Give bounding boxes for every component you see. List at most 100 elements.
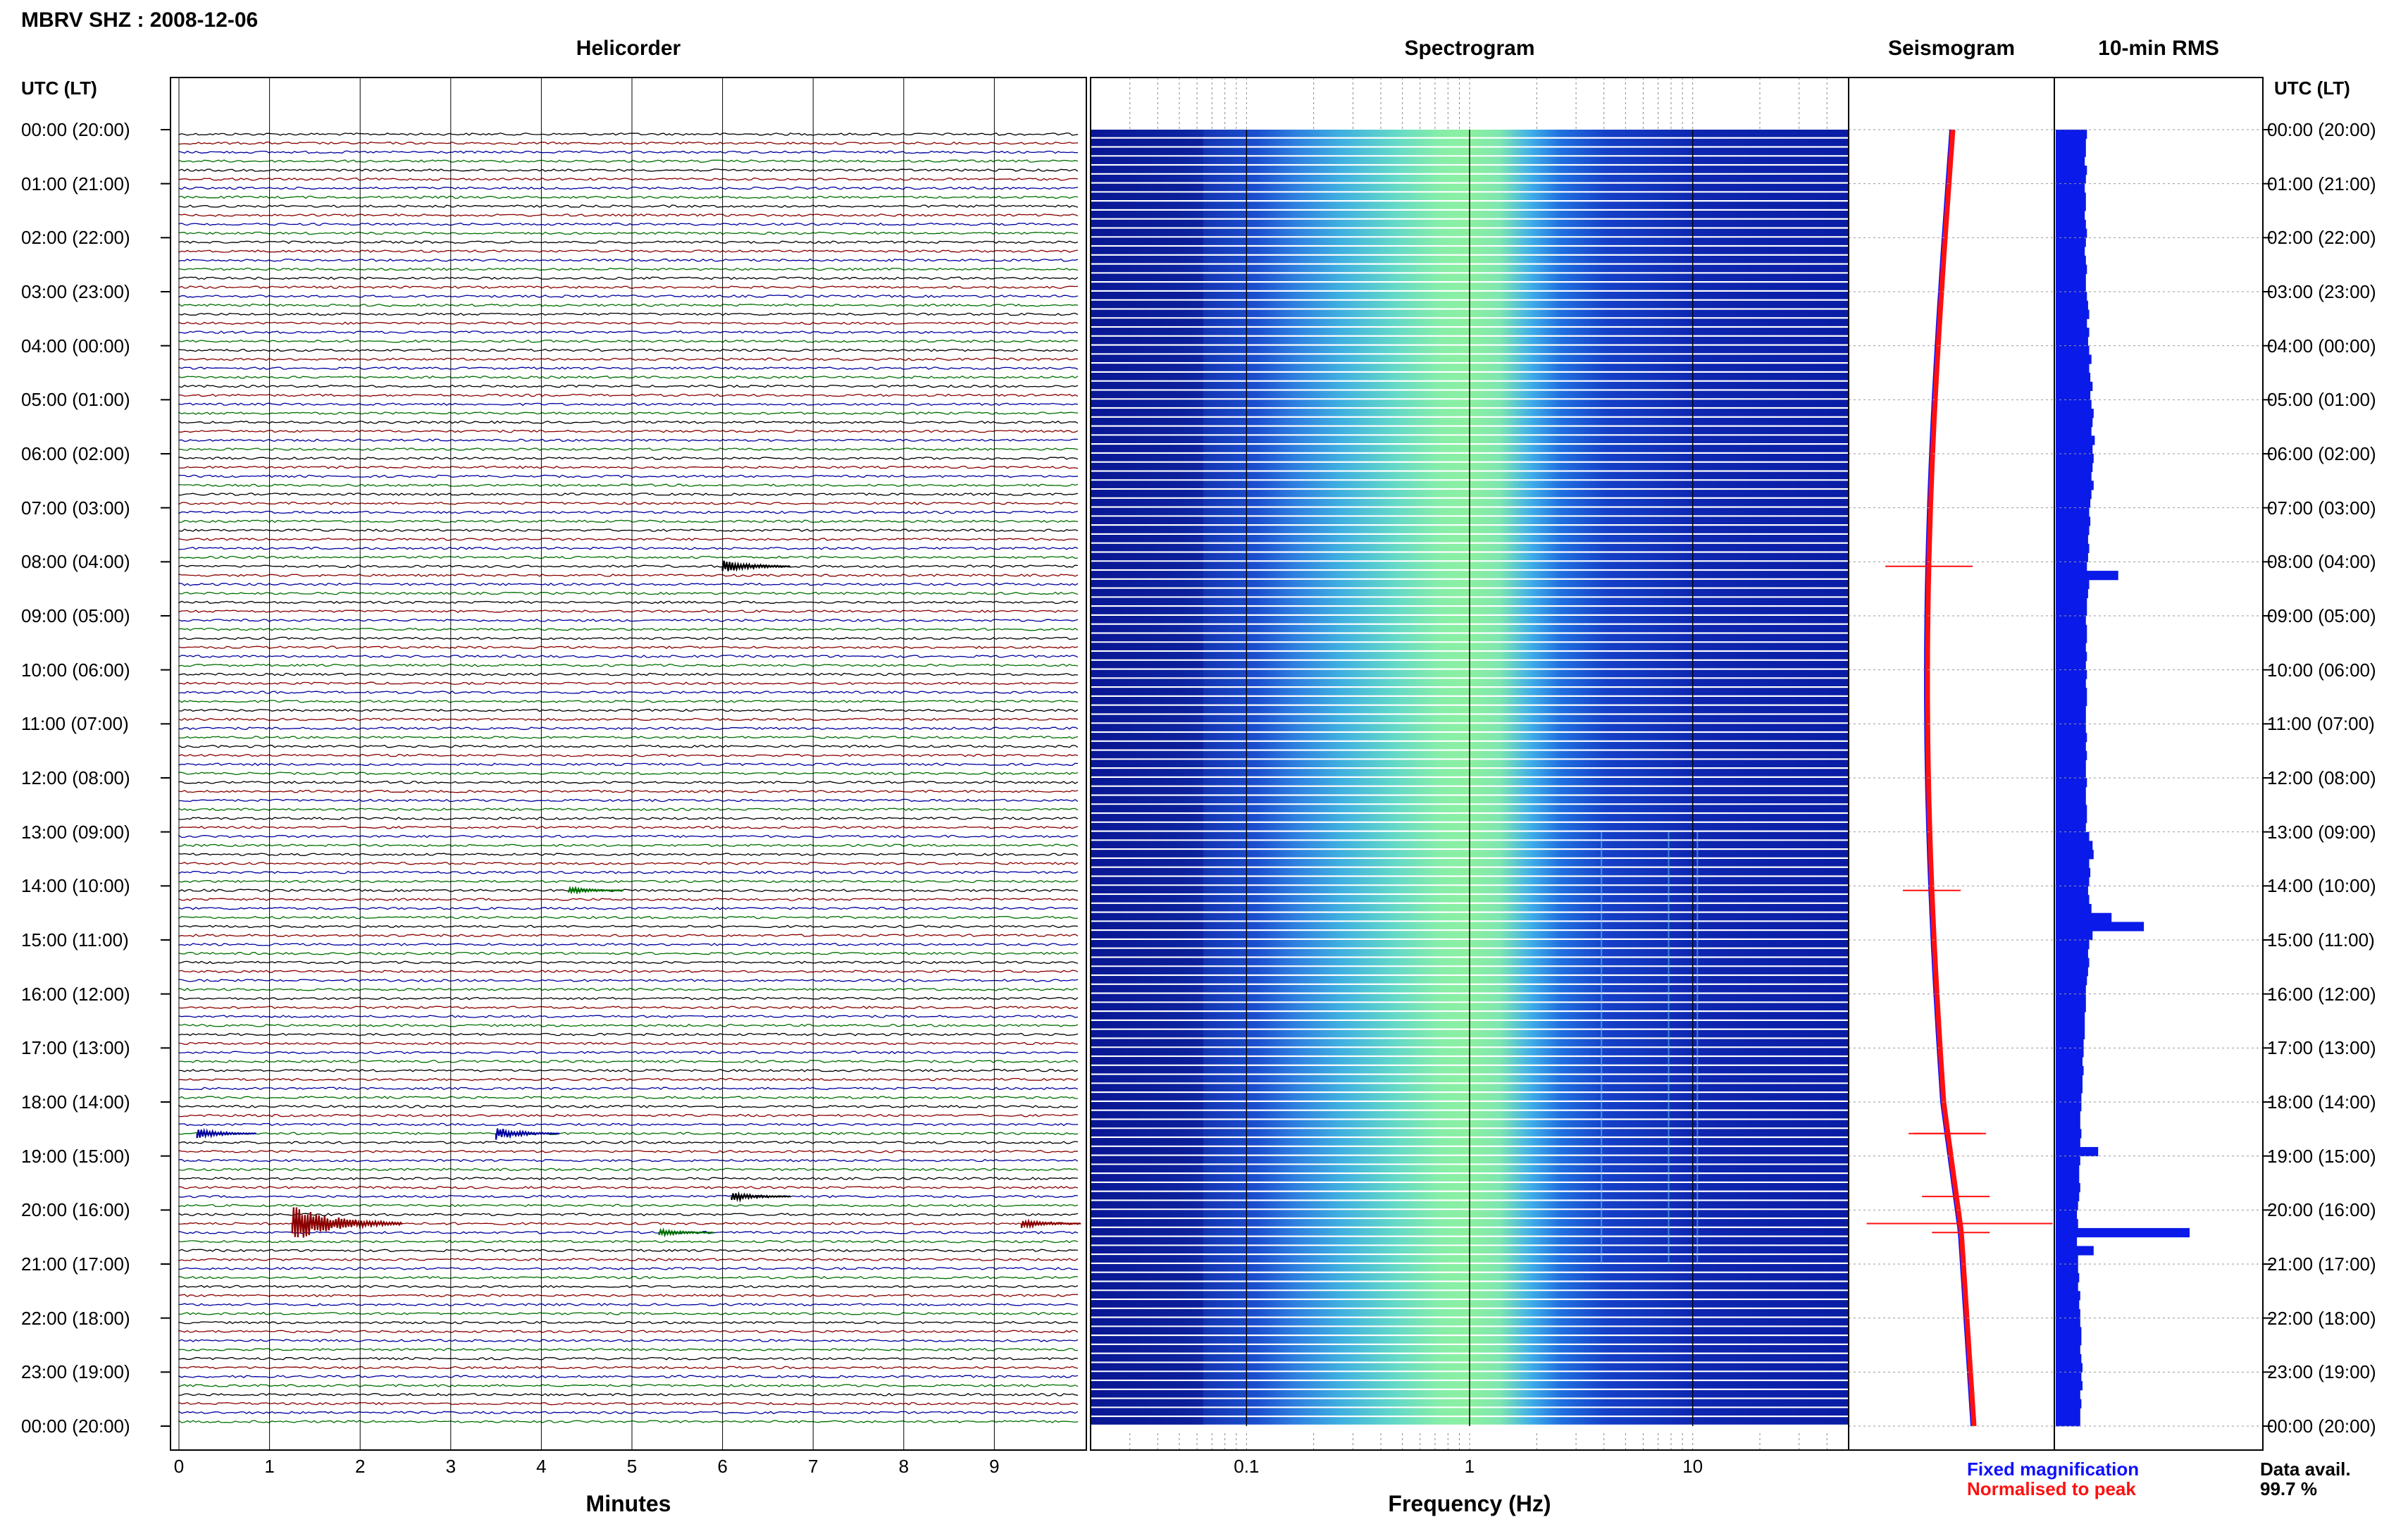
time-label-left: 17:00 (13:00) bbox=[21, 1037, 130, 1059]
rms-bar bbox=[2056, 130, 2087, 140]
helicorder-trace bbox=[178, 1158, 1079, 1163]
helicorder-trace bbox=[178, 348, 1079, 352]
rms-bar bbox=[2056, 1282, 2078, 1292]
spectrogram-low-band bbox=[1091, 1165, 1203, 1172]
helicorder-trace bbox=[178, 258, 1079, 262]
helicorder-trace bbox=[178, 312, 1079, 316]
helicorder-trace bbox=[178, 1113, 1079, 1117]
rms-bar bbox=[2056, 292, 2087, 302]
spectrogram-low-band bbox=[1091, 490, 1203, 497]
rms-bar bbox=[2056, 562, 2087, 571]
spectrogram-low-band bbox=[1091, 300, 1203, 309]
spectrogram-low-band bbox=[1091, 1381, 1203, 1389]
rms-bar bbox=[2056, 652, 2087, 662]
time-label-right: 20:00 (16:00) bbox=[2267, 1199, 2376, 1221]
helicorder-trace bbox=[178, 1356, 1079, 1361]
rms-bar bbox=[2056, 724, 2086, 733]
rms-bar bbox=[2056, 417, 2093, 428]
helicorder-trace bbox=[178, 987, 1079, 991]
spectrogram-low-band bbox=[1091, 435, 1203, 443]
helicorder-trace bbox=[178, 691, 1079, 694]
helicorder-trace bbox=[178, 1068, 1079, 1072]
panel-frame bbox=[2054, 77, 2264, 1451]
rms-bar bbox=[2056, 354, 2092, 364]
rms-bar bbox=[2056, 373, 2091, 383]
rms-bar bbox=[2056, 318, 2087, 328]
rms-bar bbox=[2056, 1057, 2083, 1067]
helicorder-trace bbox=[178, 807, 1079, 812]
rms-bar bbox=[2056, 255, 2086, 266]
helicorder-event bbox=[731, 1191, 791, 1203]
helicorder-trace bbox=[178, 240, 1079, 244]
spectrogram-low-band bbox=[1091, 867, 1203, 876]
rms-bar bbox=[2056, 507, 2090, 517]
spectrogram-low-band bbox=[1091, 417, 1203, 426]
helicorder-trace bbox=[178, 1024, 1079, 1027]
spectrogram-low-band bbox=[1091, 1417, 1203, 1425]
spectrogram-low-band bbox=[1091, 1057, 1203, 1065]
time-label-right: 01:00 (21:00) bbox=[2267, 173, 2376, 194]
spectrogram-low-band bbox=[1091, 958, 1203, 966]
helicorder-trace bbox=[178, 357, 1079, 361]
rms-bar bbox=[2056, 769, 2086, 779]
helicorder-trace bbox=[178, 591, 1079, 595]
time-label-left: 16:00 (12:00) bbox=[21, 983, 130, 1005]
helicorder-trace bbox=[178, 474, 1079, 478]
helicorder-trace bbox=[178, 438, 1079, 442]
helicorder-trace bbox=[178, 510, 1079, 514]
rms-bar bbox=[2056, 822, 2086, 833]
rms-bar bbox=[2056, 192, 2086, 202]
rms-bar bbox=[2056, 912, 2112, 922]
rms-bar bbox=[2056, 1219, 2078, 1229]
helicorder-trace bbox=[178, 564, 1079, 568]
helicorder-title: Helicorder bbox=[576, 37, 681, 60]
spectrogram-low-band bbox=[1091, 1029, 1203, 1038]
helicorder-trace bbox=[178, 655, 1079, 658]
helicorder-trace bbox=[178, 781, 1079, 784]
rms-bar bbox=[2056, 1327, 2082, 1337]
spectrogram-low-band bbox=[1091, 147, 1203, 156]
time-label-left: 22:00 (18:00) bbox=[21, 1307, 130, 1329]
rms-bar bbox=[2056, 535, 2088, 545]
time-label-left: 11:00 (07:00) bbox=[21, 713, 129, 735]
spectrogram-low-band bbox=[1091, 498, 1203, 507]
rms-bar bbox=[2056, 1029, 2085, 1039]
spectrogram-low-band bbox=[1091, 373, 1203, 380]
spectrogram-low-band bbox=[1091, 228, 1203, 237]
time-label-left: 20:00 (16:00) bbox=[21, 1199, 130, 1221]
helicorder-trace bbox=[178, 924, 1079, 929]
spectrogram-low-band bbox=[1091, 562, 1203, 569]
rms-bar bbox=[2056, 237, 2086, 247]
grid-lines bbox=[161, 78, 2273, 1450]
time-label-right: 12:00 (08:00) bbox=[2267, 767, 2376, 788]
spectrogram-low-band bbox=[1091, 1102, 1203, 1110]
spectrogram-low-band bbox=[1091, 219, 1203, 228]
rms-bar bbox=[2056, 300, 2088, 310]
helicorder-event bbox=[567, 886, 624, 895]
rms-bar bbox=[2056, 174, 2086, 185]
helicorder-trace bbox=[178, 1104, 1079, 1108]
time-label-left: 06:00 (02:00) bbox=[21, 443, 130, 464]
helicorder-trace bbox=[178, 1213, 1079, 1217]
spectrogram-low-band bbox=[1091, 516, 1203, 524]
rms-bar bbox=[2056, 922, 2145, 931]
spectrogram-low-band bbox=[1091, 471, 1203, 480]
helicorder-trace bbox=[178, 186, 1079, 190]
helicorder-trace bbox=[178, 798, 1079, 803]
helicorder-trace bbox=[178, 1051, 1079, 1055]
spectrogram-low-band bbox=[1091, 202, 1203, 209]
spectrogram-low-band bbox=[1091, 273, 1203, 281]
helicorder-trace bbox=[178, 663, 1079, 667]
spectrogram-low-band bbox=[1091, 400, 1203, 407]
spectrogram-low-band bbox=[1091, 976, 1203, 984]
helicorder-trace bbox=[178, 1149, 1079, 1153]
spectrogram-low-band bbox=[1091, 138, 1203, 147]
helicorder-trace bbox=[178, 447, 1079, 451]
rms-bar bbox=[2056, 1146, 2099, 1157]
helicorder-trace bbox=[178, 366, 1079, 370]
spectrogram-low-band bbox=[1091, 354, 1203, 362]
spectrogram-low-band bbox=[1091, 1191, 1203, 1200]
rms-bar bbox=[2056, 1183, 2080, 1193]
spectrogram-low-band bbox=[1091, 760, 1203, 767]
